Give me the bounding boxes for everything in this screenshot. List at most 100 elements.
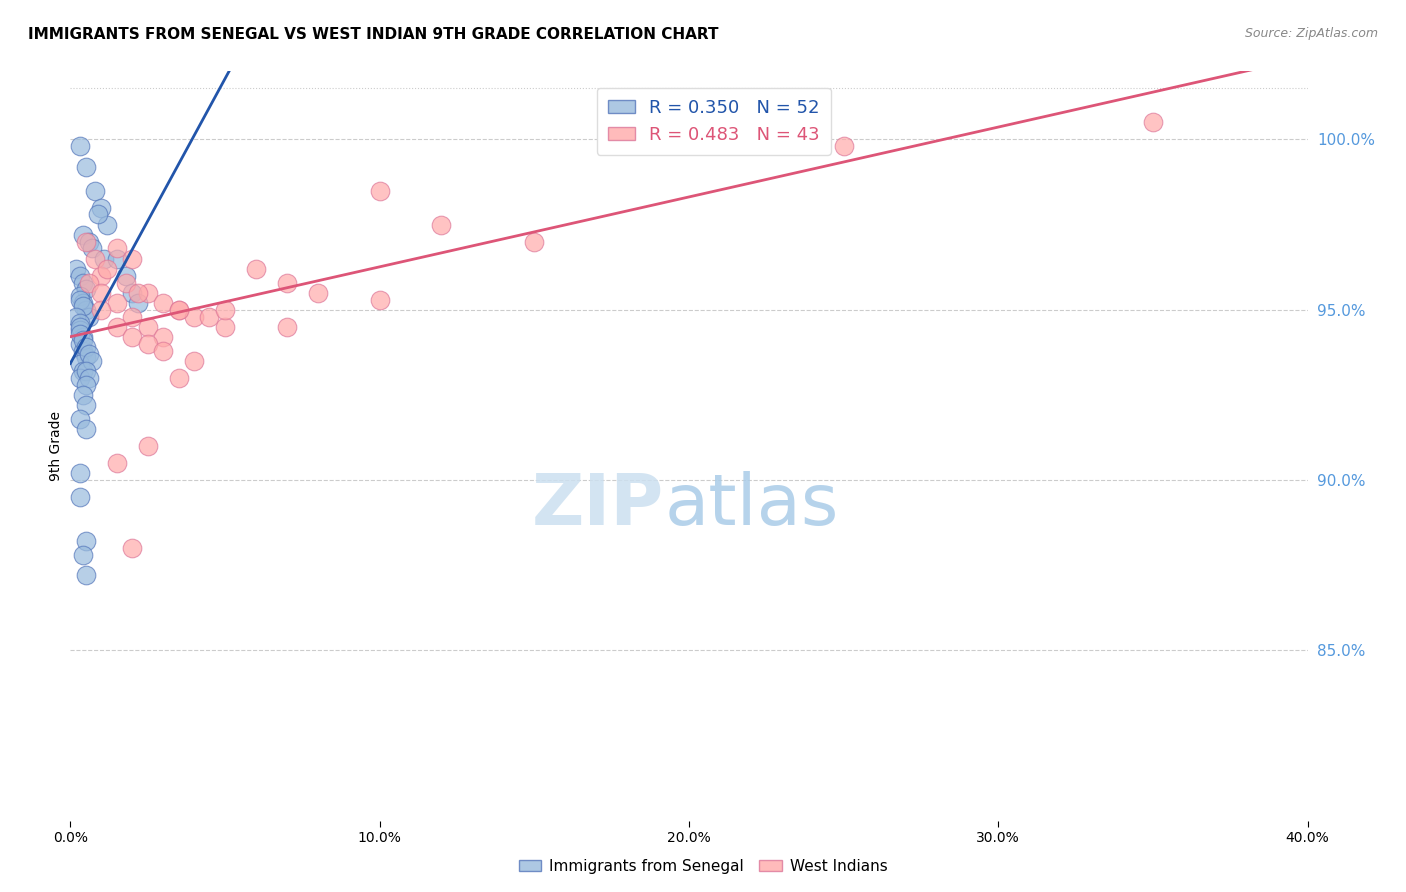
Point [121,541,143,556]
Point [72,388,94,402]
Point [69,319,91,334]
Point [75,398,97,412]
Point [214,302,236,317]
Point [65,261,87,276]
Point [69,490,91,504]
Point [136,439,159,453]
Point [75,340,97,354]
Point [69,317,91,331]
Point [69,323,91,337]
Legend: R = 0.350   N = 52, R = 0.483   N = 43: R = 0.350 N = 52, R = 0.483 N = 43 [596,88,831,154]
Point [368,184,391,198]
Point [77,371,100,385]
Text: Source: ZipAtlas.com: Source: ZipAtlas.com [1244,27,1378,40]
Point [75,302,97,317]
Point [72,364,94,378]
Point [80,354,103,368]
Point [276,319,298,334]
Y-axis label: 9th Grade: 9th Grade [49,411,63,481]
Point [105,456,128,470]
Point [69,139,91,153]
Point [105,319,128,334]
Point [69,268,91,283]
Point [368,293,391,307]
Point [90,268,112,283]
Point [1142,115,1164,129]
Point [69,326,91,341]
Point [276,276,298,290]
Point [90,285,112,300]
Point [307,285,329,300]
Point [167,302,190,317]
Point [152,330,174,344]
Point [115,268,138,283]
Point [75,568,97,582]
Text: ZIP: ZIP [531,472,664,541]
Point [77,276,100,290]
Point [183,310,205,324]
Point [72,276,94,290]
Point [121,285,143,300]
Point [75,235,97,249]
Point [75,422,97,436]
Point [214,319,236,334]
Point [198,310,221,324]
Point [430,218,453,232]
Point [69,293,91,307]
Point [105,296,128,310]
Point [75,364,97,378]
Point [69,289,91,303]
Point [77,310,100,324]
Point [90,302,112,317]
Point [136,336,159,351]
Point [77,235,100,249]
Point [69,411,91,425]
Point [121,252,143,266]
Point [72,330,94,344]
Point [678,126,700,140]
Point [75,351,97,365]
Point [75,377,97,392]
Point [72,548,94,562]
Point [72,227,94,242]
Point [69,467,91,481]
Point [167,371,190,385]
Point [77,347,100,361]
Point [72,296,94,310]
Point [69,371,91,385]
Point [72,299,94,313]
Legend: Immigrants from Senegal, West Indians: Immigrants from Senegal, West Indians [512,853,894,880]
Point [84,252,107,266]
Point [93,252,115,266]
Point [72,343,94,358]
Point [80,242,103,256]
Point [75,160,97,174]
Text: atlas: atlas [664,472,838,541]
Point [105,252,128,266]
Point [115,276,138,290]
Point [90,201,112,215]
Point [152,343,174,358]
Point [96,218,118,232]
Point [75,282,97,296]
Point [72,334,94,348]
Point [84,184,107,198]
Point [87,207,110,221]
Point [136,319,159,334]
Point [245,261,267,276]
Point [121,330,143,344]
Point [121,310,143,324]
Point [167,302,190,317]
Point [832,139,855,153]
Point [96,261,118,276]
Point [127,285,149,300]
Point [69,357,91,371]
Point [69,336,91,351]
Point [183,354,205,368]
Point [152,296,174,310]
Point [523,235,546,249]
Point [136,285,159,300]
Point [105,242,128,256]
Point [65,310,87,324]
Point [127,296,149,310]
